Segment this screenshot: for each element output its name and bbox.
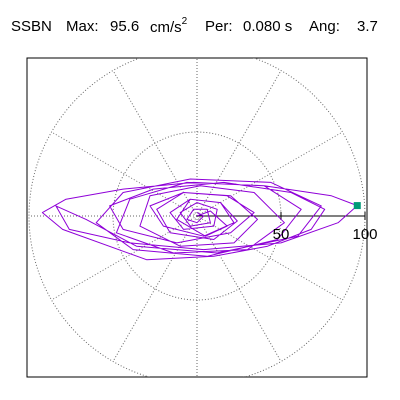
grid-spoke-330 (196, 215, 343, 301)
grid-spoke-240 (112, 215, 198, 362)
grid-spoke-210 (51, 215, 198, 301)
station-code: SSBN (11, 18, 52, 35)
trace-layer (41, 178, 358, 261)
grid-spoke-150 (51, 131, 198, 217)
chart-header: SSBN Max: 95.6 cm/s2 Per: 0.080 s Ang: 3… (0, 16, 400, 42)
max-unit-exponent: 2 (181, 16, 188, 27)
angle-label: Ang: (309, 18, 340, 35)
max-label: Max: (66, 18, 99, 35)
grid-spoke-60 (196, 70, 282, 217)
max-unit-text: cm/s (150, 19, 182, 36)
marker-layer (353, 202, 361, 210)
period-label: Per: (205, 18, 233, 35)
trace-series-0 (41, 178, 358, 261)
peak-marker (353, 202, 361, 210)
period-value: 0.080 s (243, 18, 293, 35)
angle-value: 3.7 (357, 18, 378, 35)
tick-label-50: 50 (273, 226, 290, 243)
max-unit: cm/s2 (150, 16, 188, 36)
plot-frame (26, 57, 368, 378)
tick-label-100: 100 (352, 226, 377, 243)
grid-spoke-120 (112, 70, 198, 217)
max-value: 95.6 (110, 18, 140, 35)
grid-spoke-300 (196, 215, 282, 362)
tick-label-layer: 50 100 (273, 226, 378, 243)
grid-spoke-30 (196, 131, 343, 217)
